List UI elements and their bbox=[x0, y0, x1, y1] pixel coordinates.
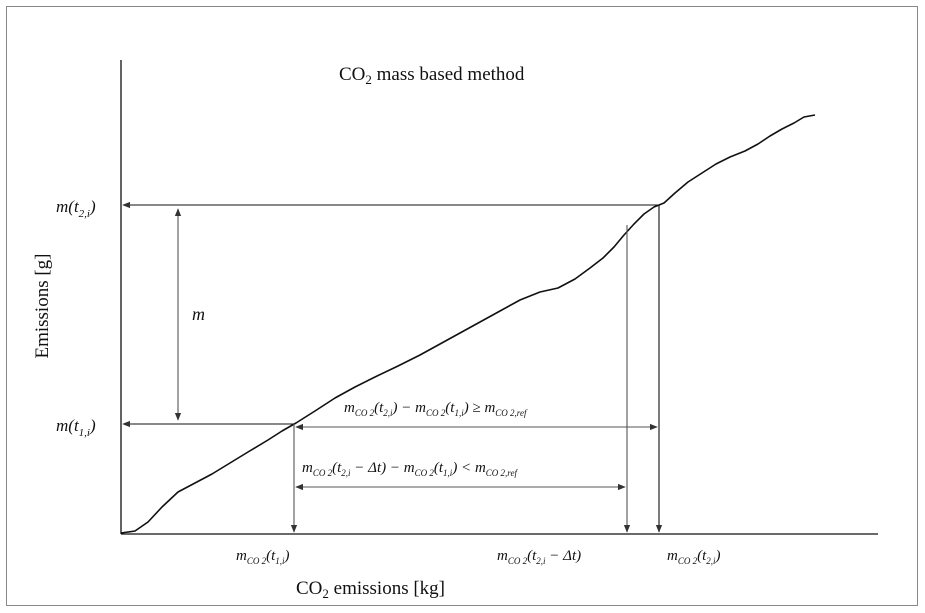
x-label-t2-dt: mCO 2(t2,i − Δt) bbox=[497, 548, 581, 566]
emission-curve bbox=[120, 114, 816, 534]
x-label-t2: mCO 2(t2,i) bbox=[667, 548, 721, 566]
equation-lt: mCO 2(t2,i − Δt) − mCO 2(t1,i) < mCO 2,r… bbox=[302, 460, 518, 478]
equation-ge: mCO 2(t2,i) − mCO 2(t1,i) ≥ mCO 2,ref bbox=[344, 400, 528, 418]
y-axis-label: Emissions [g] bbox=[32, 253, 53, 358]
figure-frame bbox=[6, 6, 918, 606]
y-label-t2: m(t2,i) bbox=[56, 197, 96, 220]
x-axis-label: CO2 emissions [kg] bbox=[296, 578, 445, 601]
y-label-t1: m(t1,i) bbox=[56, 416, 96, 439]
m-label: m bbox=[192, 304, 205, 324]
diagram-title: CO2 mass based method bbox=[339, 64, 525, 87]
x-label-t1: mCO 2(t1,i) bbox=[236, 548, 290, 566]
